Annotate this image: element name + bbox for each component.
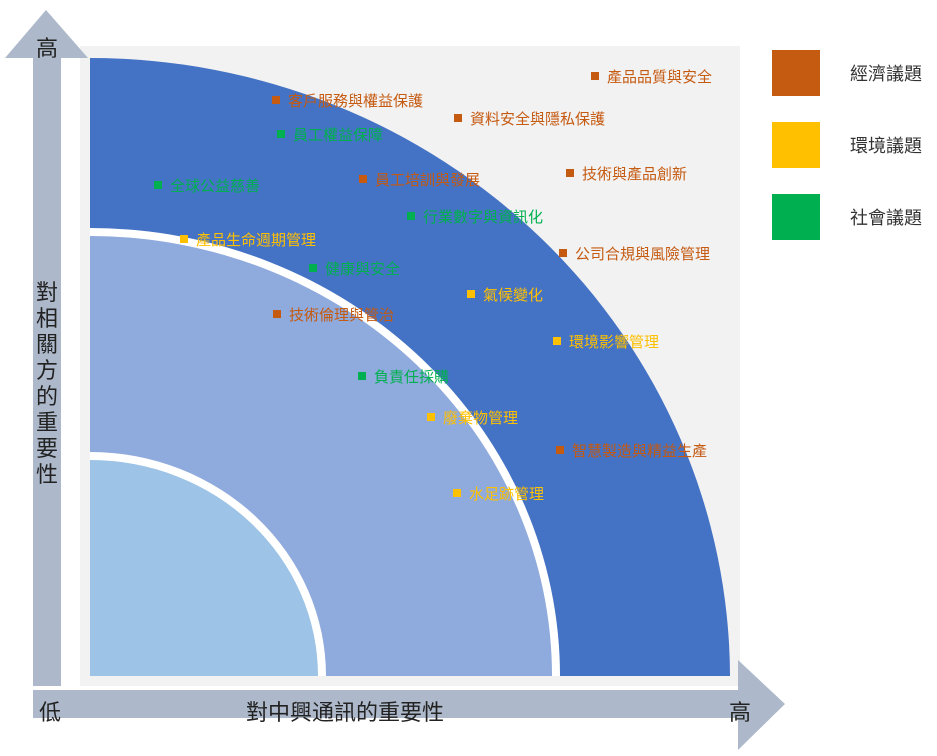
band-inner	[90, 460, 318, 676]
issue-marker-environmental	[453, 489, 461, 497]
issue-marker-social	[407, 212, 415, 220]
issue-label: 產品品質與安全	[607, 68, 712, 86]
issue-point: 廢棄物管理	[427, 409, 518, 427]
issue-label: 技術與產品創新	[582, 165, 687, 183]
issue-point: 產品生命週期管理	[180, 231, 316, 249]
issue-marker-economic	[556, 446, 564, 454]
issue-label: 客戶服務與權益保護	[288, 92, 423, 110]
issue-marker-environmental	[427, 413, 435, 421]
legend-item-economic: 經濟議題	[772, 50, 922, 96]
legend-swatch-economic	[772, 50, 820, 96]
issue-point: 員工培訓與發展	[359, 171, 480, 189]
issue-label: 全球公益慈善	[170, 177, 260, 195]
legend-label-economic: 經濟議題	[850, 64, 922, 85]
issue-label: 產品生命週期管理	[196, 231, 316, 249]
issue-marker-social	[309, 264, 317, 272]
issue-marker-social	[154, 181, 162, 189]
issue-point: 氣候變化	[467, 286, 543, 304]
issue-marker-social	[277, 130, 285, 138]
issue-marker-social	[358, 372, 366, 380]
x-axis-low-label: 低	[39, 701, 61, 726]
issue-point: 資料安全與隱私保護	[454, 110, 605, 128]
issue-label: 廢棄物管理	[443, 409, 518, 427]
issues-layer: 產品品質與安全客戶服務與權益保護資料安全與隱私保護員工權益保障技術與產品創新全球…	[154, 68, 712, 503]
issue-point: 智慧製造與精益生產	[556, 442, 707, 460]
legend-swatch-environmental	[772, 122, 820, 168]
issue-point: 員工權益保障	[277, 126, 383, 144]
issue-point: 技術與產品創新	[566, 165, 687, 183]
issue-label: 技術倫理與管治	[289, 306, 394, 324]
issue-marker-economic	[272, 96, 280, 104]
issue-label: 員工培訓與發展	[375, 171, 480, 189]
issue-point: 水足跡管理	[453, 485, 544, 503]
legend-label-social: 社會議題	[850, 208, 922, 229]
issue-point: 環境影響管理	[553, 333, 659, 351]
issue-point: 全球公益慈善	[154, 177, 260, 195]
y-axis-high-label: 高	[36, 37, 58, 62]
issue-marker-environmental	[467, 290, 475, 298]
legend-item-social: 社會議題	[772, 194, 922, 240]
issue-label: 員工權益保障	[293, 126, 383, 144]
issue-label: 健康與安全	[325, 260, 400, 278]
legend-swatch-social	[772, 194, 820, 240]
issue-label: 智慧製造與精益生產	[572, 442, 707, 460]
issue-marker-economic	[454, 114, 462, 122]
issue-point: 客戶服務與權益保護	[272, 92, 423, 110]
issue-marker-environmental	[180, 235, 188, 243]
issue-marker-economic	[559, 249, 567, 257]
issue-label: 公司合規與風險管理	[575, 245, 710, 263]
issue-point: 公司合規與風險管理	[559, 245, 710, 263]
y-axis-title: 對相關方的重要性	[36, 281, 58, 488]
issue-marker-economic	[591, 72, 599, 80]
x-axis-title: 對中興通訊的重要性	[246, 701, 444, 726]
issue-label: 水足跡管理	[469, 485, 544, 503]
x-axis-high-label: 高	[729, 701, 751, 726]
issue-label: 負責任採購	[374, 368, 449, 386]
x-axis-arrow	[33, 660, 785, 750]
issue-label: 環境影響管理	[569, 333, 659, 351]
issue-point: 技術倫理與管治	[273, 306, 394, 324]
issue-label: 資料安全與隱私保護	[470, 110, 605, 128]
issue-marker-economic	[273, 310, 281, 318]
y-axis-arrow	[5, 10, 88, 686]
issue-label: 行業數字與資訊化	[423, 208, 543, 226]
issue-marker-environmental	[553, 337, 561, 345]
issue-marker-economic	[566, 169, 574, 177]
issue-point: 產品品質與安全	[591, 68, 712, 86]
legend-label-environmental: 環境議題	[850, 136, 922, 157]
issue-point: 行業數字與資訊化	[407, 208, 543, 226]
issue-label: 氣候變化	[483, 286, 543, 304]
issue-marker-economic	[359, 175, 367, 183]
issue-point: 健康與安全	[309, 260, 400, 278]
issue-point: 負責任採購	[358, 368, 449, 386]
legend: 經濟議題 環境議題 社會議題	[772, 50, 922, 266]
legend-item-environmental: 環境議題	[772, 122, 922, 168]
